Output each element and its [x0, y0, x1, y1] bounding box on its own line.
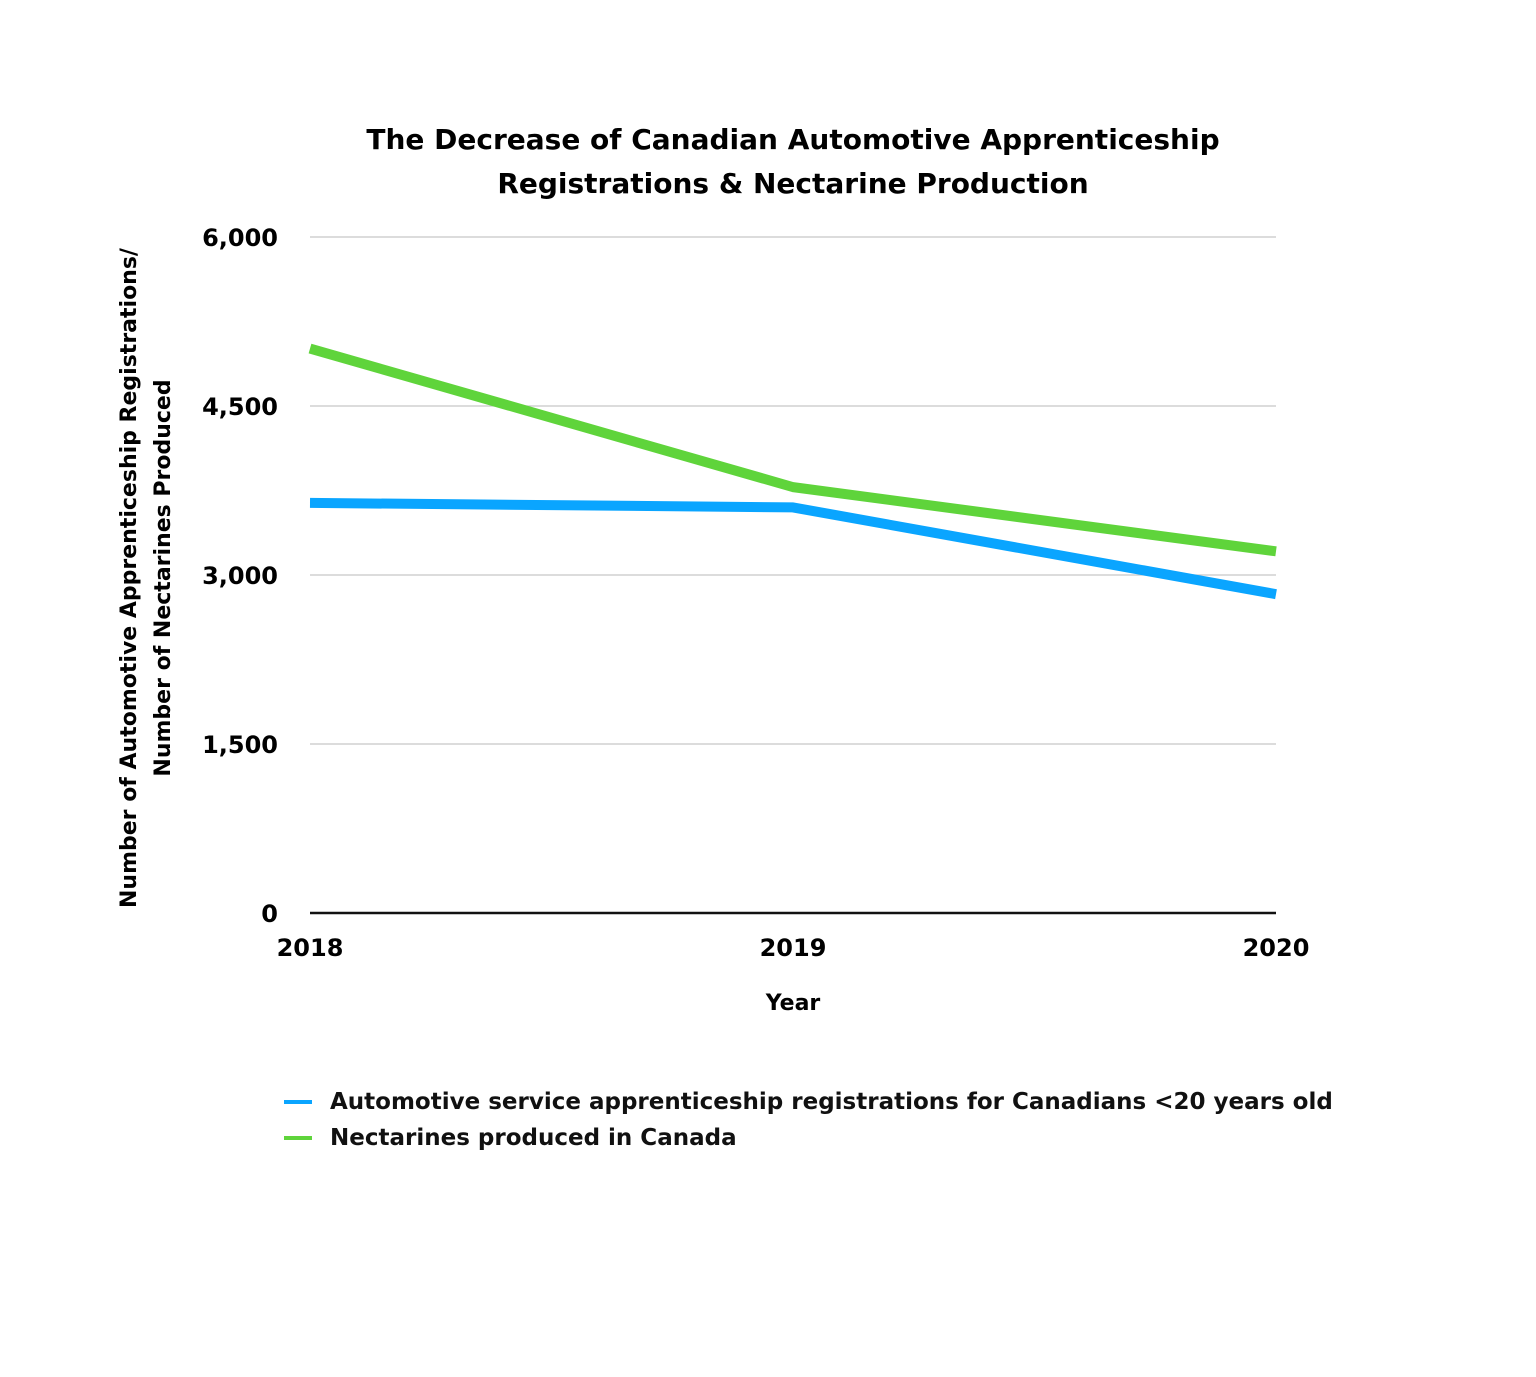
x-tick-label: 2018: [277, 934, 344, 962]
legend-label: Nectarines produced in Canada: [330, 1125, 737, 1151]
chart-title-line-1: The Decrease of Canadian Automotive Appr…: [366, 123, 1219, 156]
y-tick-label: 6,000: [202, 224, 278, 252]
chart-title-line-2: Registrations & Nectarine Production: [497, 167, 1088, 200]
y-tick-label: 0: [261, 900, 278, 928]
y-axis-label-line-2: Number of Nectarines Produced: [151, 379, 176, 776]
y-axis-label-line-1: Number of Automotive Apprenticeship Regi…: [117, 247, 142, 908]
x-axis-label: Year: [765, 991, 821, 1016]
y-tick-label: 1,500: [202, 731, 278, 759]
x-tick-label: 2019: [760, 934, 827, 962]
legend-label: Automotive service apprenticeship regist…: [330, 1089, 1333, 1115]
legend-item-apprenticeship: Automotive service apprenticeship regist…: [284, 1084, 1333, 1120]
series-line-0: [309, 497, 1277, 600]
y-tick-label: 4,500: [202, 393, 278, 421]
series-line-1: [308, 343, 1277, 557]
legend-swatch-green: [284, 1136, 312, 1140]
y-tick-label: 3,000: [202, 562, 278, 590]
x-tick-label: 2020: [1243, 934, 1310, 962]
legend-item-nectarines: Nectarines produced in Canada: [284, 1120, 1333, 1156]
legend: Automotive service apprenticeship regist…: [284, 1084, 1333, 1156]
legend-swatch-blue: [284, 1100, 312, 1104]
